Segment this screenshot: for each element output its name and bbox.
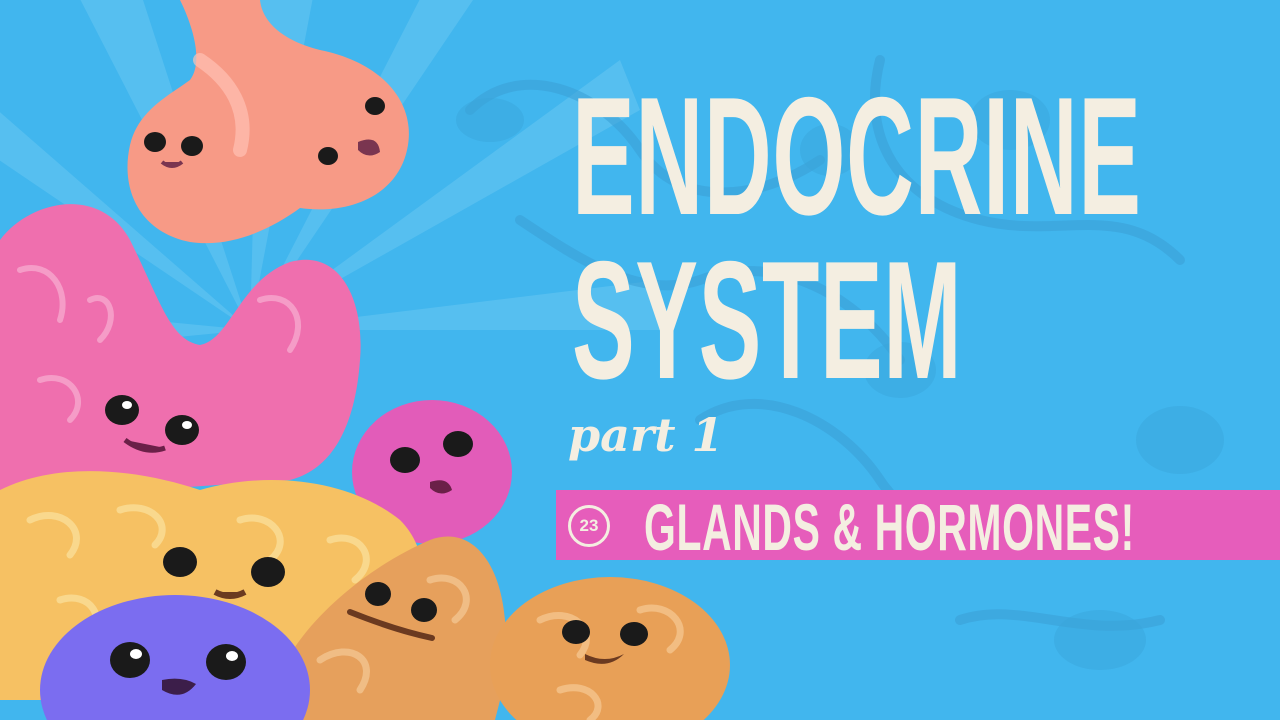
banner-text: GLANDS & HORMONES! <box>644 490 1135 564</box>
title-line-2: SYSTEM <box>572 226 963 414</box>
thyroid-gland-character <box>0 204 361 501</box>
title-line-1: ENDOCRINE <box>572 62 1142 250</box>
episode-number-badge: 23 <box>568 505 610 547</box>
part-subtitle: part 1 <box>568 408 724 462</box>
gonad-character <box>490 577 730 720</box>
purple-gland-character <box>40 595 310 720</box>
pituitary-gland-character <box>127 0 409 244</box>
episode-banner <box>556 490 1280 560</box>
adrenal-gland-character <box>265 536 507 720</box>
pink-round-gland-character <box>352 400 512 544</box>
